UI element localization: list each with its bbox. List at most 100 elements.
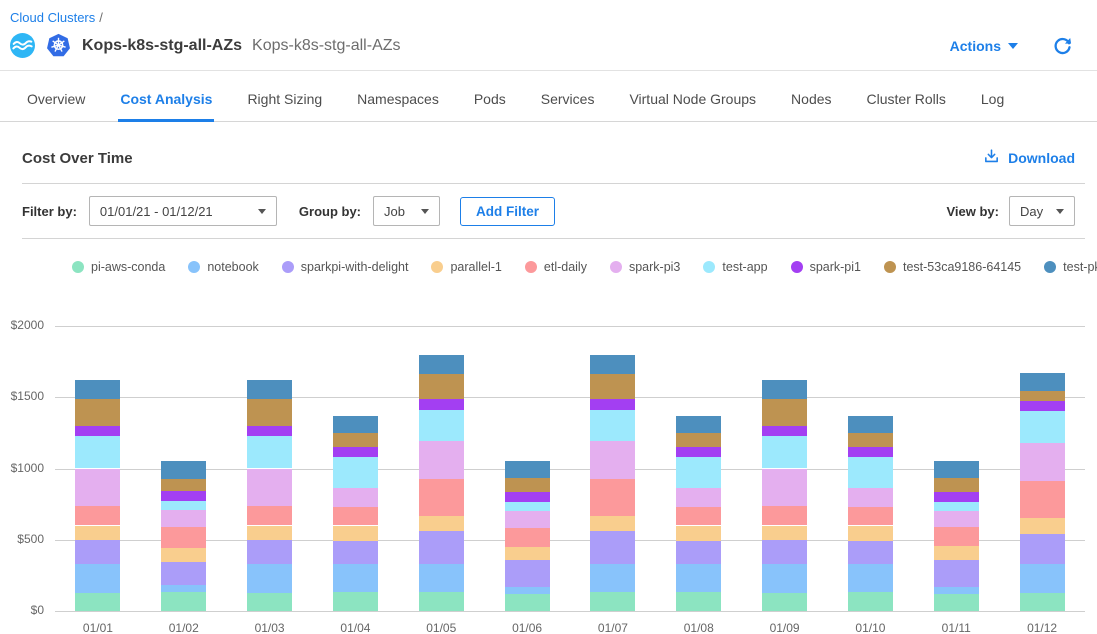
bar-segment-etl-daily[interactable] xyxy=(161,526,207,548)
bar-segment-parallel-1[interactable] xyxy=(75,525,121,540)
legend-item-parallel-1[interactable]: parallel-1 xyxy=(431,260,502,274)
tab-right-sizing[interactable]: Right Sizing xyxy=(247,91,323,107)
legend-item-test-pkix[interactable]: test-pkix xyxy=(1044,260,1097,274)
bar-segment-spark-pi1[interactable] xyxy=(590,398,636,411)
bar-segment-test-app[interactable] xyxy=(762,435,808,469)
bar-segment-spark-pi1[interactable] xyxy=(1019,400,1065,411)
add-filter-button[interactable]: Add Filter xyxy=(460,196,556,226)
bar-segment-spark-pi1[interactable] xyxy=(847,447,893,458)
bar-segment-etl-daily[interactable] xyxy=(847,506,893,526)
tab-cost-analysis[interactable]: Cost Analysis xyxy=(118,91,215,122)
bar-segment-spark-pi3[interactable] xyxy=(332,488,378,507)
bar-segment-spark-pi1[interactable] xyxy=(418,398,464,411)
bar-segment-sparkpi-with-delight[interactable] xyxy=(418,531,464,564)
bar-segment-notebook[interactable] xyxy=(332,563,378,593)
bar-segment-spark-pi3[interactable] xyxy=(762,468,808,506)
bar-segment-test-pkix[interactable] xyxy=(418,354,464,374)
bar-segment-test-app[interactable] xyxy=(161,501,207,510)
bar-segment-test-53ca9186-64145[interactable] xyxy=(1019,390,1065,401)
bar-segment-pi-aws-conda[interactable] xyxy=(676,592,722,611)
bar-segment-etl-daily[interactable] xyxy=(247,505,293,526)
bar-segment-spark-pi3[interactable] xyxy=(847,488,893,507)
tab-overview[interactable]: Overview xyxy=(27,91,86,107)
legend-item-test-53ca9186-64145[interactable]: test-53ca9186-64145 xyxy=(883,260,1021,274)
legend-item-spark-pi3[interactable]: spark-pi3 xyxy=(609,260,680,274)
bar-segment-spark-pi3[interactable] xyxy=(161,509,207,527)
bar-segment-spark-pi3[interactable] xyxy=(590,441,636,480)
legend-item-pi-aws-conda[interactable]: pi-aws-conda xyxy=(72,260,165,274)
actions-button[interactable]: Actions xyxy=(950,38,1018,54)
bar-segment-notebook[interactable] xyxy=(75,563,121,594)
bar-segment-spark-pi3[interactable] xyxy=(75,468,121,506)
bar-segment-test-app[interactable] xyxy=(332,457,378,489)
bar-segment-test-app[interactable] xyxy=(247,435,293,469)
bar-segment-pi-aws-conda[interactable] xyxy=(332,592,378,611)
bar-segment-sparkpi-with-delight[interactable] xyxy=(504,560,550,588)
bar-segment-test-53ca9186-64145[interactable] xyxy=(247,398,293,426)
bar-segment-notebook[interactable] xyxy=(590,563,636,593)
bar-segment-pi-aws-conda[interactable] xyxy=(762,593,808,611)
bar-segment-test-app[interactable] xyxy=(933,501,979,511)
bar-segment-test-53ca9186-64145[interactable] xyxy=(847,432,893,448)
group-by-select[interactable]: Job xyxy=(373,196,441,226)
bar-segment-test-53ca9186-64145[interactable] xyxy=(933,478,979,492)
bar-segment-test-pkix[interactable] xyxy=(504,461,550,479)
bar-segment-pi-aws-conda[interactable] xyxy=(504,593,550,611)
bar-segment-spark-pi3[interactable] xyxy=(1019,442,1065,482)
bar-segment-test-pkix[interactable] xyxy=(590,354,636,374)
bar-segment-etl-daily[interactable] xyxy=(332,506,378,526)
bar-segment-parallel-1[interactable] xyxy=(676,525,722,542)
legend-item-sparkpi-with-delight[interactable]: sparkpi-with-delight xyxy=(281,260,408,274)
bar-segment-sparkpi-with-delight[interactable] xyxy=(762,539,808,564)
bar-segment-sparkpi-with-delight[interactable] xyxy=(1019,534,1065,564)
tab-pods[interactable]: Pods xyxy=(473,91,506,107)
bar-segment-sparkpi-with-delight[interactable] xyxy=(161,561,207,586)
bar-segment-test-pkix[interactable] xyxy=(75,380,121,399)
bar-segment-pi-aws-conda[interactable] xyxy=(75,593,121,611)
bar-segment-test-pkix[interactable] xyxy=(676,415,722,433)
bar-segment-parallel-1[interactable] xyxy=(762,525,808,540)
bar-segment-etl-daily[interactable] xyxy=(762,505,808,526)
bar-segment-parallel-1[interactable] xyxy=(847,525,893,542)
bar-segment-pi-aws-conda[interactable] xyxy=(418,592,464,611)
bar-segment-pi-aws-conda[interactable] xyxy=(161,592,207,611)
bar-segment-test-pkix[interactable] xyxy=(847,415,893,433)
legend-item-etl-daily[interactable]: etl-daily xyxy=(524,260,587,274)
bar-segment-test-app[interactable] xyxy=(504,501,550,512)
bar-segment-notebook[interactable] xyxy=(418,563,464,593)
bar-segment-spark-pi1[interactable] xyxy=(332,447,378,458)
bar-segment-pi-aws-conda[interactable] xyxy=(847,592,893,611)
bar-segment-etl-daily[interactable] xyxy=(418,479,464,517)
bar-segment-test-pkix[interactable] xyxy=(762,380,808,399)
download-button[interactable]: Download xyxy=(983,148,1075,168)
bar-segment-spark-pi3[interactable] xyxy=(933,510,979,527)
bar-segment-test-pkix[interactable] xyxy=(933,461,979,479)
bar-segment-test-app[interactable] xyxy=(418,410,464,442)
bar-segment-sparkpi-with-delight[interactable] xyxy=(75,539,121,564)
bar-segment-sparkpi-with-delight[interactable] xyxy=(847,541,893,564)
bar-segment-notebook[interactable] xyxy=(161,585,207,593)
bar-segment-test-pkix[interactable] xyxy=(1019,373,1065,391)
bar-segment-etl-daily[interactable] xyxy=(933,526,979,547)
bar-segment-notebook[interactable] xyxy=(933,587,979,594)
bar-segment-pi-aws-conda[interactable] xyxy=(590,592,636,611)
legend-item-test-app[interactable]: test-app xyxy=(703,260,768,274)
tab-log[interactable]: Log xyxy=(980,91,1005,107)
bar-segment-sparkpi-with-delight[interactable] xyxy=(590,531,636,564)
bar-segment-test-53ca9186-64145[interactable] xyxy=(590,373,636,399)
tab-virtual-node-groups[interactable]: Virtual Node Groups xyxy=(629,91,757,107)
bar-segment-test-53ca9186-64145[interactable] xyxy=(762,398,808,426)
bar-segment-spark-pi3[interactable] xyxy=(247,468,293,506)
bar-segment-spark-pi3[interactable] xyxy=(504,511,550,529)
tab-nodes[interactable]: Nodes xyxy=(791,91,832,107)
bar-segment-test-pkix[interactable] xyxy=(247,380,293,399)
bar-segment-etl-daily[interactable] xyxy=(75,505,121,526)
bar-segment-notebook[interactable] xyxy=(247,563,293,594)
bar-segment-spark-pi1[interactable] xyxy=(933,492,979,502)
bar-segment-notebook[interactable] xyxy=(762,563,808,594)
bar-segment-etl-daily[interactable] xyxy=(590,479,636,517)
bar-segment-pi-aws-conda[interactable] xyxy=(247,593,293,611)
tab-cluster-rolls[interactable]: Cluster Rolls xyxy=(866,91,946,107)
bar-segment-notebook[interactable] xyxy=(676,563,722,593)
bar-segment-notebook[interactable] xyxy=(1019,563,1065,594)
